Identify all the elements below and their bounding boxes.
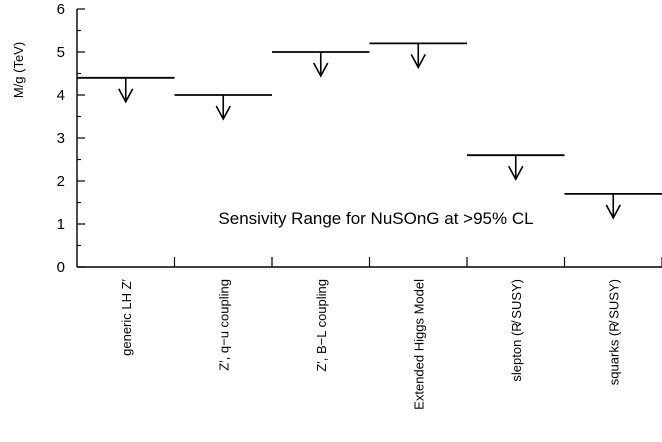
arrow-head [508, 165, 524, 181]
category-label: squarks (R̸ SUSY) [606, 279, 621, 385]
category-label: generic LH Z′ [119, 278, 134, 355]
y-tick-label: 4 [57, 87, 65, 104]
y-tick-label: 2 [57, 173, 65, 190]
category-label: slepton (R̸ SUSY) [509, 279, 524, 382]
y-tick-label: 6 [57, 1, 65, 18]
arrow-head [313, 62, 329, 78]
limit-marker [272, 51, 370, 78]
arrow-head [215, 105, 231, 121]
arrow-head [605, 204, 621, 220]
y-tick-label: 3 [57, 130, 65, 147]
limit-marker [77, 76, 175, 104]
limit-markers [77, 42, 662, 220]
limit-marker [174, 94, 272, 121]
y-ticks: 0 1 2 3 4 5 6 [57, 1, 85, 276]
y-tick-label: 5 [57, 44, 65, 61]
limit-marker [564, 192, 662, 220]
arrow-head [118, 88, 134, 104]
y-axis-label: M/g (TeV) [11, 42, 26, 98]
y-tick-label: 1 [57, 216, 65, 233]
arrow-head [410, 54, 426, 70]
axes [76, 9, 662, 268]
category-label: Z′, q−u coupling [216, 279, 231, 371]
category-label: Z′, B−L coupling [314, 279, 329, 372]
category-labels: generic LH Z′ Z′, q−u coupling Z′, B−L cou… [119, 278, 622, 409]
limit-marker [369, 42, 467, 70]
sensitivity-annotation: Sensivity Range for NuSOnG at >95% CL [218, 209, 533, 228]
x-ticks [173, 257, 662, 267]
limit-marker [467, 154, 565, 181]
category-label: Extended Higgs Model [411, 279, 426, 410]
y-tick-label: 0 [57, 259, 65, 276]
